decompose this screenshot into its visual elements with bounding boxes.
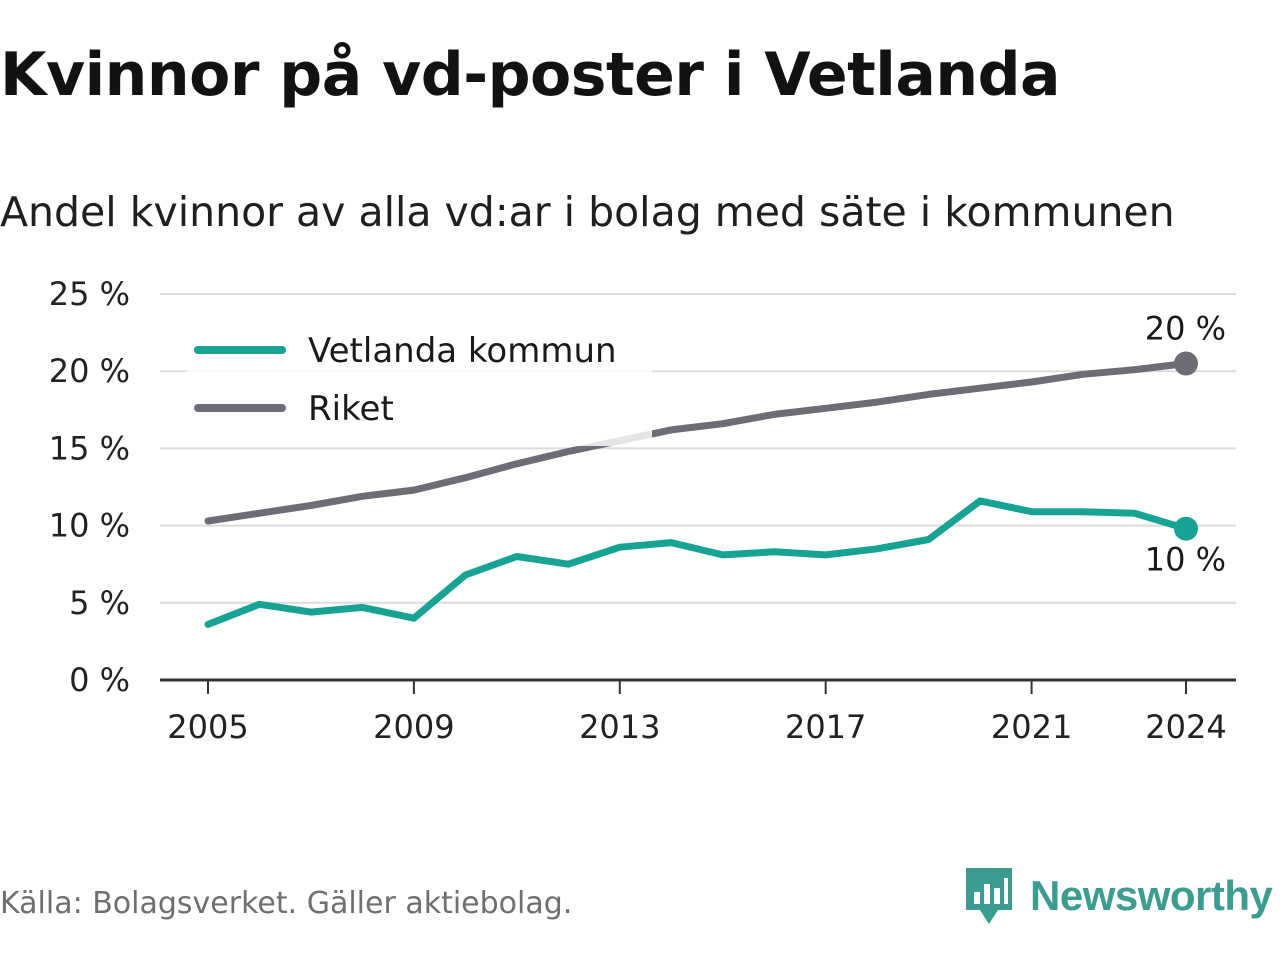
y-tick-label: 20 % (49, 352, 130, 390)
legend-label: Vetlanda kommun (308, 331, 617, 371)
chart-subtitle: Andel kvinnor av alla vd:ar i bolag med … (0, 188, 1175, 236)
series-lines (204, 360, 1190, 628)
y-tick-label: 0 % (69, 661, 130, 699)
y-tick-label: 5 % (69, 584, 130, 622)
x-tick-label: 2009 (373, 708, 454, 746)
source-note: Källa: Bolagsverket. Gäller aktiebolag. (0, 886, 573, 921)
legend-label: Riket (308, 389, 394, 429)
x-tick-label: 2021 (991, 708, 1072, 746)
legend-background (186, 318, 652, 446)
series-end-point-1 (1174, 351, 1198, 376)
end-labels: 10 % 20 % (1145, 309, 1226, 578)
x-tick-label: 2013 (579, 708, 660, 746)
y-axis-ticks: 0 % 5 % 10 % 15 % 20 % 25 % (49, 275, 130, 699)
legend: Vetlanda kommun Riket (186, 318, 652, 446)
chart-title: Kvinnor på vd-poster i Vetlanda (0, 40, 1061, 110)
x-tick-label: 2024 (1145, 708, 1226, 746)
x-tick-label: 2005 (167, 708, 248, 746)
end-value-label: 10 % (1145, 541, 1226, 579)
series-line-0 (204, 497, 1190, 628)
brand-logo: Newsworthy (964, 864, 1273, 928)
series-line-1 (204, 360, 1190, 525)
end-value-label: 20 % (1145, 309, 1226, 347)
newsworthy-logo-icon (966, 868, 1012, 924)
x-axis: 2005 2009 2013 2017 2021 2024 (160, 678, 1236, 746)
y-tick-label: 15 % (49, 429, 130, 467)
brand-name: Newsworthy (1030, 872, 1273, 919)
x-tick-label: 2017 (785, 708, 866, 746)
y-tick-label: 10 % (49, 507, 130, 545)
series-end-point-0 (1174, 516, 1198, 541)
y-tick-label: 25 % (49, 275, 130, 313)
